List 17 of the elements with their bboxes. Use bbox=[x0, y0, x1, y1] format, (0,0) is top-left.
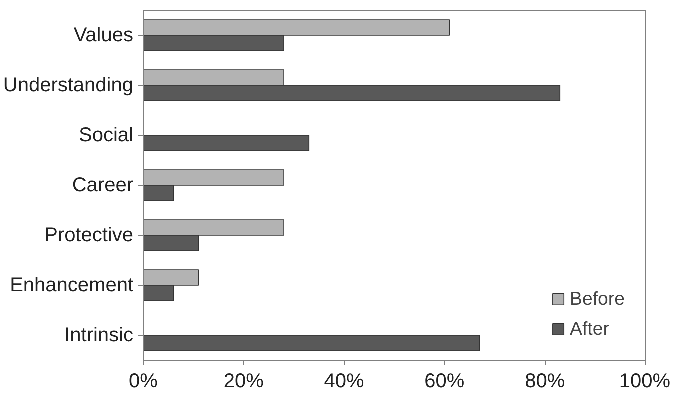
x-tick-label: 100% bbox=[619, 370, 671, 392]
legend-label: After bbox=[570, 318, 610, 340]
y-tick-label: Career bbox=[72, 174, 134, 196]
y-tick-label: Understanding bbox=[3, 74, 134, 96]
y-tick-label: Protective bbox=[44, 224, 134, 246]
y-tick-label: Values bbox=[74, 24, 134, 46]
x-tick-label: 40% bbox=[324, 370, 365, 392]
x-tick-label: 60% bbox=[424, 370, 465, 392]
bar bbox=[144, 135, 310, 152]
y-tick-label: Social bbox=[79, 124, 134, 146]
x-tick-label: 20% bbox=[224, 370, 264, 392]
x-tick-label: 0% bbox=[129, 370, 158, 392]
y-tick-label: Intrinsic bbox=[64, 324, 134, 346]
y-tick-label: Enhancement bbox=[10, 274, 134, 296]
legend-label: Before bbox=[570, 288, 625, 310]
bar bbox=[144, 335, 480, 352]
x-tick-label: 80% bbox=[525, 370, 566, 392]
